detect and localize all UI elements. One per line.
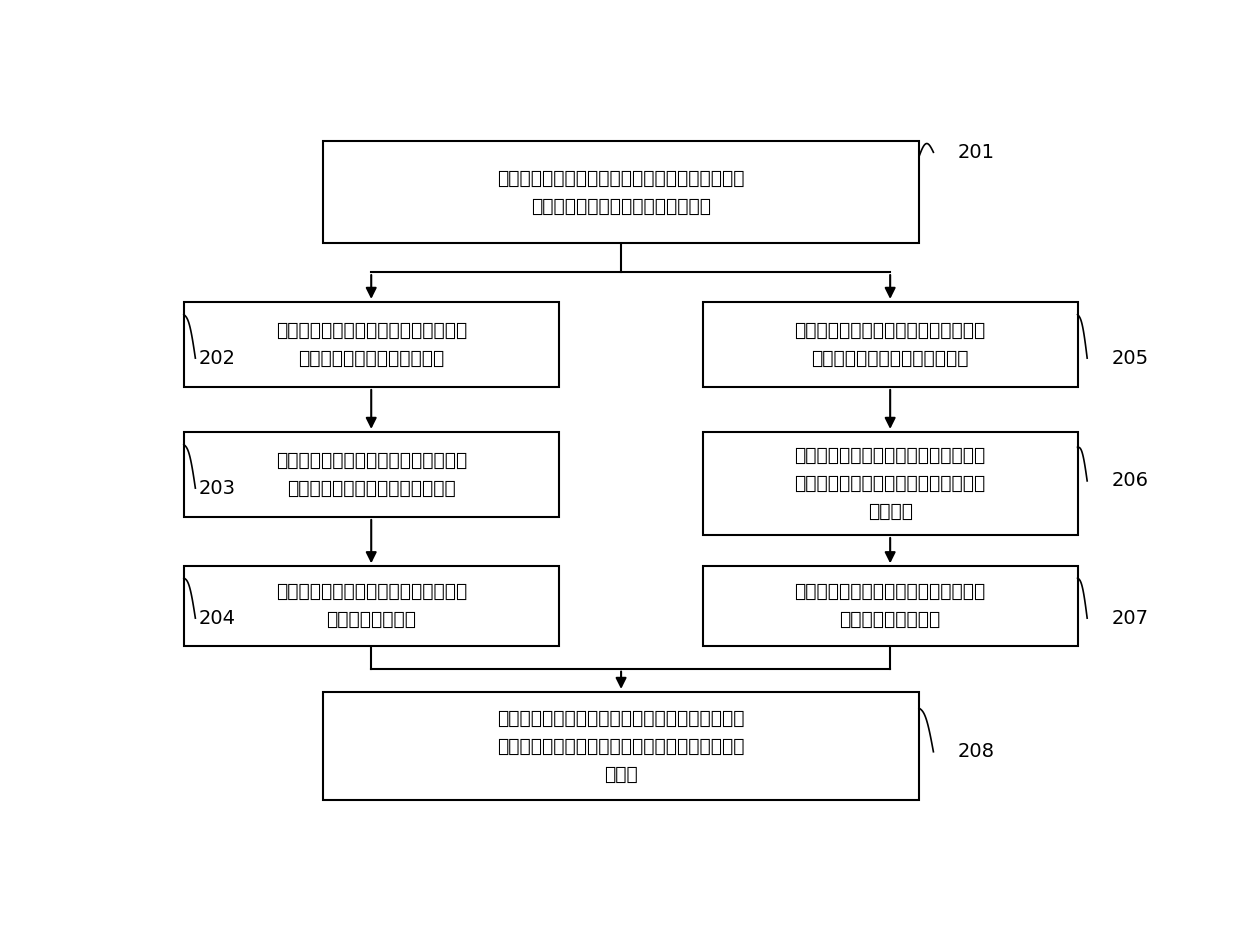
Text: 201: 201 bbox=[957, 143, 994, 161]
Text: 网络设备对该原样本集的相似度分布曲线和调整样
本集的相似度分布曲线进行收敛，以调整该人脸识
别模型: 网络设备对该原样本集的相似度分布曲线和调整样 本集的相似度分布曲线进行收敛，以调… bbox=[497, 708, 745, 783]
Text: 206: 206 bbox=[1111, 472, 1148, 491]
Bar bbox=[324, 692, 919, 800]
Text: 203: 203 bbox=[198, 478, 236, 498]
Text: 网络设备获取用于训练预设人脸识别模型的原样本
集，以及用于调整模型的调整样本集: 网络设备获取用于训练预设人脸识别模型的原样本 集，以及用于调整模型的调整样本集 bbox=[497, 169, 745, 216]
Bar bbox=[324, 142, 919, 243]
Text: 网络设备根据第二向量组确定调整样本
集的相似度分布曲线: 网络设备根据第二向量组确定调整样本 集的相似度分布曲线 bbox=[795, 582, 986, 629]
Text: 网络设备根据第一向量组确定原样本集
的相似度分布曲线: 网络设备根据第一向量组确定原样本集 的相似度分布曲线 bbox=[275, 582, 466, 629]
Bar bbox=[703, 431, 1078, 535]
Bar bbox=[703, 302, 1078, 387]
Text: 208: 208 bbox=[957, 742, 994, 762]
Bar bbox=[184, 567, 558, 645]
Text: 205: 205 bbox=[1111, 349, 1148, 368]
Text: 204: 204 bbox=[198, 609, 236, 628]
Text: 网络设备对原样本集中的人群样本进行
两两组合，得到第一类样本对: 网络设备对原样本集中的人群样本进行 两两组合，得到第一类样本对 bbox=[275, 321, 466, 368]
Text: 网络设备采用该人脸识别模型对第一类
样本对进行计算，得到第一向量组: 网络设备采用该人脸识别模型对第一类 样本对进行计算，得到第一向量组 bbox=[275, 451, 466, 498]
Text: 网络设备对调整样本集中的人群样本进
行两两组合，得到第二类样本对: 网络设备对调整样本集中的人群样本进 行两两组合，得到第二类样本对 bbox=[795, 321, 986, 368]
Text: 207: 207 bbox=[1111, 609, 1148, 628]
Text: 网络设备采用该人脸识别模型对第二类
样本对进行计算，得到第一向量组和第
二向量组: 网络设备采用该人脸识别模型对第二类 样本对进行计算，得到第一向量组和第 二向量组 bbox=[795, 446, 986, 521]
Text: 202: 202 bbox=[198, 349, 236, 368]
Bar bbox=[703, 567, 1078, 645]
Bar bbox=[184, 431, 558, 517]
Bar bbox=[184, 302, 558, 387]
